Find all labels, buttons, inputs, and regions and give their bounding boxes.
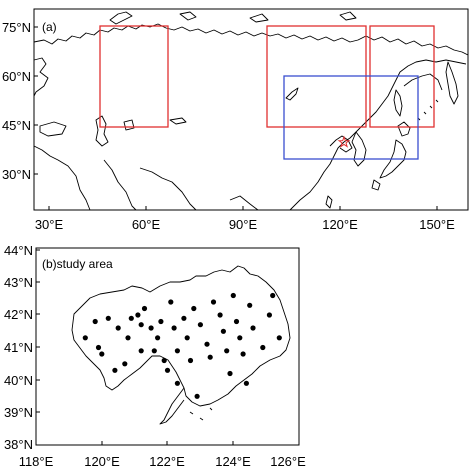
- y-tick-label: 60°N: [2, 69, 31, 84]
- x-tick-label: 150°E: [419, 217, 455, 232]
- x-tick-label: 126°E: [270, 454, 306, 469]
- y-tick-label: 42°N: [4, 307, 33, 322]
- panel-a-y-ticks: 75°N 60°N 45°N 30°N: [2, 20, 38, 182]
- panel-a-x-ticks: 30°E 60°E 90°E 120°E 150°E: [35, 206, 455, 232]
- station-dot: [158, 318, 164, 325]
- station-dot: [115, 325, 121, 331]
- y-tick-label: 30°N: [2, 167, 31, 182]
- y-tick-label: 75°N: [2, 20, 31, 35]
- station-dot: [174, 348, 180, 354]
- y-tick-label: 39°N: [4, 405, 33, 420]
- study-area-star: [337, 135, 351, 148]
- province-outline: [71, 265, 291, 407]
- panel-b: (b)study area 44°N 43°N 42°N 41°N 40°N 3…: [4, 243, 306, 469]
- y-tick-label: 41°N: [4, 340, 33, 355]
- station-dot: [148, 325, 154, 331]
- station-dot: [230, 292, 236, 299]
- station-dot: [122, 361, 128, 367]
- panel-a-label: (a): [42, 20, 57, 34]
- station-dot: [187, 357, 194, 364]
- station-dot: [112, 367, 118, 373]
- station-dot: [184, 335, 190, 341]
- station-dot: [247, 302, 253, 308]
- station-dot: [99, 351, 105, 357]
- station-dot: [227, 370, 233, 377]
- station-dot: [164, 367, 171, 373]
- station-dot: [233, 318, 240, 325]
- station-dot: [95, 344, 102, 351]
- coastal-islands: [189, 407, 213, 421]
- station-dot: [266, 312, 272, 318]
- x-tick-label: 90°E: [229, 217, 258, 232]
- panel-b-y-ticks: 44°N 43°N 42°N 41°N 40°N 39°N 38°N: [4, 243, 40, 452]
- x-tick-label: 118°E: [19, 454, 54, 469]
- y-tick-label: 44°N: [4, 243, 33, 258]
- station-dot: [210, 299, 217, 305]
- station-dot: [270, 292, 276, 299]
- station-dot: [197, 322, 203, 328]
- station-dot: [128, 315, 134, 321]
- station-dot: [151, 348, 157, 354]
- y-tick-label: 40°N: [4, 373, 33, 388]
- station-dot: [260, 344, 266, 351]
- x-tick-label: 120°E: [322, 217, 358, 232]
- station-dot: [191, 305, 197, 312]
- station-dot: [181, 315, 187, 321]
- station-dot: [276, 335, 282, 341]
- panel-b-label: (b)study area: [42, 257, 113, 271]
- station-dot: [125, 335, 131, 341]
- panel-a-coastlines: [33, 11, 469, 211]
- station-markers: [82, 292, 282, 399]
- panel-a: (a) 75°N 60°N 45°N 30°N 30°E 60°E 90°E 1…: [2, 8, 469, 232]
- blue-box: [283, 75, 419, 160]
- station-dot: [105, 315, 111, 321]
- panel-a-frame: [33, 8, 469, 211]
- x-tick-label: 122°E: [149, 454, 185, 469]
- x-tick-label: 30°E: [35, 217, 64, 232]
- station-dot: [207, 354, 213, 360]
- station-dot: [237, 335, 243, 341]
- x-tick-label: 120°E: [84, 454, 120, 469]
- y-tick-label: 45°N: [2, 118, 31, 133]
- panel-b-x-ticks: 118°E 120°E 122°E 124°E 126°E: [19, 441, 306, 469]
- station-dot: [141, 305, 148, 312]
- station-dot: [240, 351, 246, 357]
- station-dot: [220, 328, 226, 334]
- station-dot: [171, 325, 177, 331]
- station-dot: [82, 335, 88, 341]
- station-dot: [204, 341, 210, 347]
- liaodong-peninsula: [159, 387, 185, 425]
- station-dot: [217, 312, 223, 318]
- station-dot: [138, 322, 144, 328]
- red-box-west: [99, 25, 169, 128]
- y-tick-label: 43°N: [4, 275, 33, 290]
- station-dot: [161, 357, 167, 364]
- station-dot: [138, 348, 144, 354]
- station-dot: [92, 318, 98, 325]
- station-dot: [135, 312, 141, 318]
- station-dot: [174, 380, 180, 386]
- x-tick-label: 124°E: [215, 454, 251, 469]
- y-tick-label: 38°N: [4, 437, 33, 452]
- station-dot: [224, 348, 230, 354]
- station-dot: [155, 335, 161, 341]
- station-dot: [250, 325, 256, 331]
- station-dot: [194, 393, 200, 399]
- station-dot: [243, 380, 249, 386]
- station-dot: [168, 299, 174, 305]
- x-tick-label: 60°E: [132, 217, 161, 232]
